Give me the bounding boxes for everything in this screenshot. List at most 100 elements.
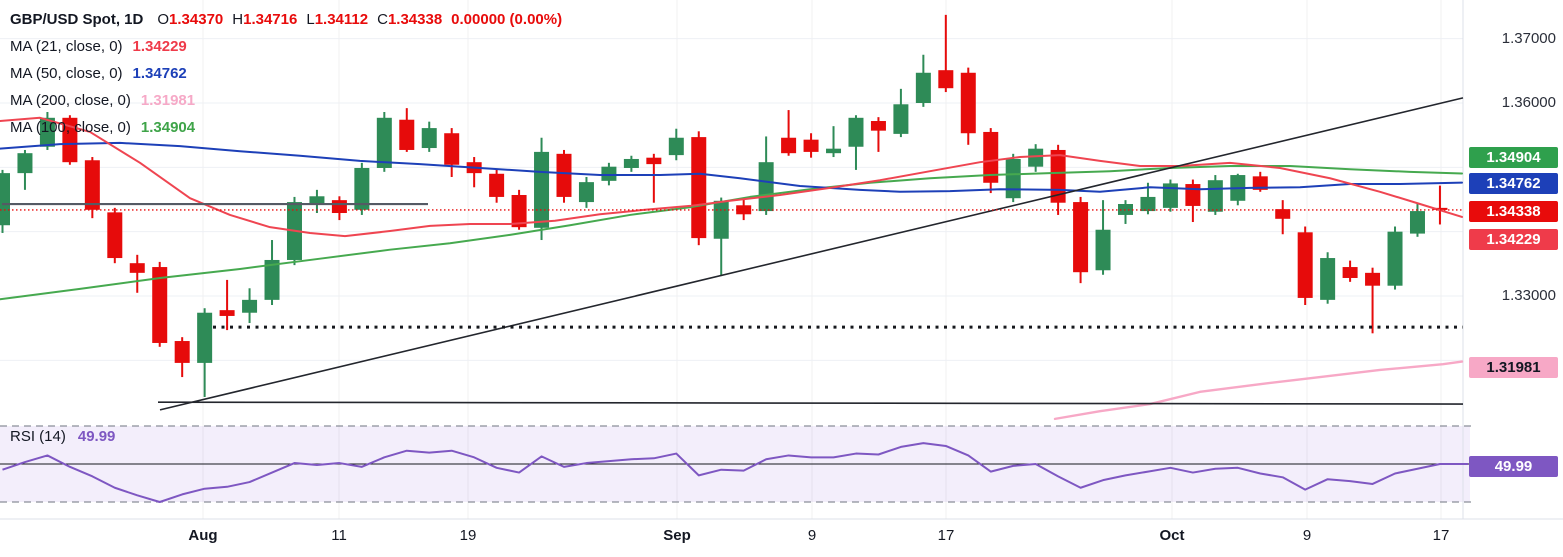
candle-body[interactable] [1162, 183, 1178, 208]
candle-body[interactable] [84, 160, 100, 210]
candle-body[interactable] [264, 259, 280, 300]
ma100-legend-row[interactable]: MA (100, close, 0) 1.34904 [10, 114, 562, 141]
candle-body[interactable] [691, 137, 707, 239]
rsi-line[interactable] [2, 442, 1469, 503]
candle-body[interactable] [758, 162, 774, 212]
candle-body[interactable] [848, 117, 864, 147]
candle-body[interactable] [826, 148, 842, 154]
candle-body[interactable] [534, 151, 550, 228]
candle-body[interactable] [1028, 148, 1044, 167]
candle-body[interactable] [1297, 232, 1313, 298]
candle-body[interactable] [309, 196, 325, 205]
candle-body[interactable] [399, 119, 415, 150]
candle-body[interactable] [1342, 267, 1358, 278]
candle-body[interactable] [578, 182, 594, 203]
time-axis-label[interactable]: 19 [459, 527, 477, 544]
ma200-line[interactable] [1053, 360, 1464, 421]
symbol-row[interactable]: GBP/USD Spot, 1D O1.34370 H1.34716 L1.34… [10, 6, 562, 33]
candle-body[interactable] [354, 167, 370, 210]
ma50-line[interactable] [0, 141, 1463, 193]
time-axis-label[interactable]: 17 [937, 527, 955, 544]
candle-body[interactable] [17, 153, 33, 174]
candle-body[interactable] [197, 312, 213, 363]
ascending-trendline[interactable] [159, 97, 1464, 411]
candle-body[interactable] [803, 139, 819, 152]
candle-body[interactable] [1320, 258, 1336, 300]
ma200-value: 1.31981 [140, 92, 196, 109]
price-badge: 1.34762 [1469, 172, 1558, 194]
candle-body[interactable] [129, 263, 145, 273]
time-axis-label[interactable]: Oct [1159, 527, 1185, 544]
ma200-legend-row[interactable]: MA (200, close, 0) 1.31981 [10, 87, 562, 114]
candle-body[interactable] [1095, 229, 1111, 271]
candle-body[interactable] [1185, 184, 1201, 206]
candle-wick [1438, 185, 1441, 225]
candle-body[interactable] [1207, 180, 1223, 212]
time-scale[interactable]: Aug 11 19 Sep 9 17 Oct 9 17 [0, 521, 1563, 557]
candle-body[interactable] [1409, 211, 1425, 234]
candle-body[interactable] [556, 153, 572, 197]
ohlc-close: C1.34338 [377, 11, 443, 28]
candle-body[interactable] [62, 117, 78, 163]
candle-body[interactable] [893, 104, 909, 134]
candle-body[interactable] [152, 267, 168, 343]
rsi-value: 49.99 [77, 428, 116, 445]
candle-body[interactable] [39, 117, 55, 147]
candle-body[interactable] [938, 70, 954, 89]
time-axis-label[interactable]: 17 [1432, 527, 1450, 544]
candle-body[interactable] [242, 299, 258, 313]
candle-body[interactable] [107, 212, 123, 259]
ma50-value: 1.34762 [132, 65, 187, 82]
candle-body[interactable] [421, 128, 437, 149]
candle-body[interactable] [623, 158, 639, 168]
candle-body[interactable] [489, 173, 505, 197]
candle-body[interactable] [983, 131, 999, 183]
candle-body[interactable] [174, 341, 190, 363]
candle-body[interactable] [444, 133, 460, 165]
candle-body[interactable] [0, 173, 10, 226]
time-axis-label[interactable]: Aug [188, 527, 218, 544]
ma100-value: 1.34904 [140, 119, 196, 136]
candle-body[interactable] [511, 194, 527, 228]
candle-body[interactable] [601, 166, 617, 181]
candle-wick [136, 254, 139, 293]
candle-body[interactable] [668, 137, 684, 156]
time-axis-label[interactable]: 9 [1302, 527, 1312, 544]
candle-body[interactable] [781, 137, 797, 154]
candle-body[interactable] [1275, 209, 1291, 219]
candle-body[interactable] [960, 72, 976, 134]
ma50-legend-row[interactable]: MA (50, close, 0) 1.34762 [10, 60, 562, 87]
candle-body[interactable] [1252, 176, 1268, 190]
candle-body[interactable] [1118, 204, 1133, 215]
candle-body[interactable] [646, 157, 662, 165]
time-axis-label[interactable]: 11 [331, 527, 347, 544]
rsi-label: RSI (14) [10, 428, 66, 445]
candle-body[interactable] [376, 117, 392, 168]
candle-wick [787, 110, 790, 156]
time-axis-label[interactable]: 9 [807, 527, 817, 544]
horizontal-support-trendline[interactable] [157, 401, 1464, 405]
symbol-title: GBP/USD Spot, 1D [10, 11, 144, 28]
candle-body[interactable] [1365, 272, 1381, 286]
candle-body[interactable] [219, 310, 235, 316]
candle-body[interactable] [1140, 196, 1156, 212]
candle-body[interactable] [736, 205, 752, 215]
candle-body[interactable] [1073, 202, 1089, 273]
candle-body[interactable] [713, 200, 729, 239]
candle-body[interactable] [1387, 231, 1403, 286]
candle-body[interactable] [915, 72, 931, 103]
candle-body[interactable] [331, 200, 347, 214]
ma100-line[interactable] [0, 165, 1463, 301]
price-scale[interactable]: 1.37000 1.36000 1.33000 1.34904 1.34762 1.343… [1463, 0, 1563, 519]
ohlc-high: H1.34716 [232, 11, 298, 28]
candle-body[interactable] [870, 121, 886, 131]
ma21-legend-row[interactable]: MA (21, close, 0) 1.34229 [10, 33, 562, 60]
candle-wick [1371, 267, 1374, 334]
time-axis-label[interactable]: Sep [663, 527, 691, 544]
candle-body[interactable] [1005, 158, 1021, 199]
rsi-legend-row[interactable]: RSI (14) 49.99 [10, 428, 115, 445]
ma21-line[interactable] [0, 116, 1463, 238]
price-axis-label: 1.36000 [1501, 94, 1556, 111]
candle-body[interactable] [1432, 207, 1448, 210]
